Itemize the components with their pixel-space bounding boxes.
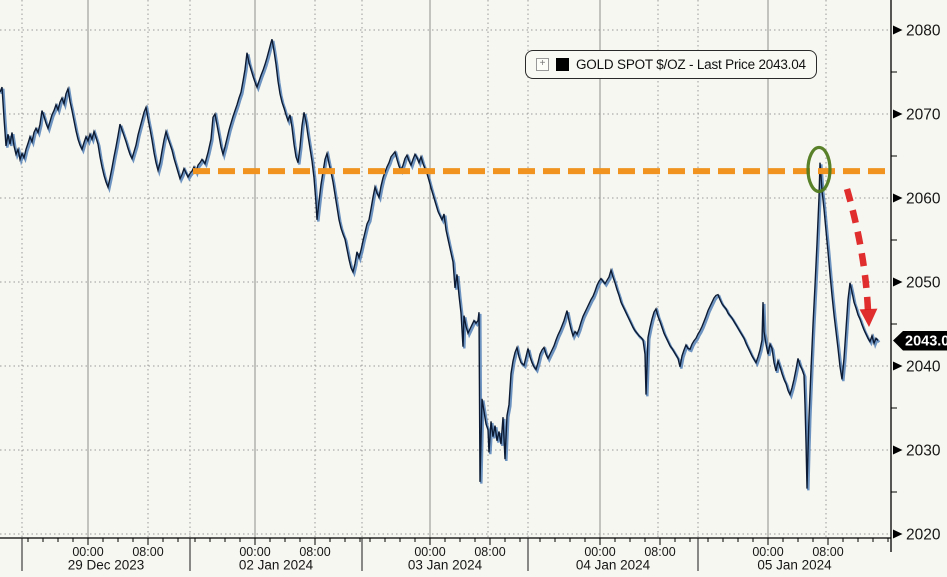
y-tick-arrow <box>893 25 903 35</box>
horizontal-gridlines <box>0 29 891 535</box>
legend-expand-icon[interactable]: + <box>536 58 549 71</box>
y-tick-label: 2070 <box>906 107 941 124</box>
x-date-label: 04 Jan 2024 <box>576 558 651 573</box>
y-tick-arrow <box>893 277 903 287</box>
y-axis: 2080 2070 2060 2050 2040 2030 2020 <box>890 0 941 552</box>
x-time-label: 08:00 <box>644 545 675 559</box>
y-tick-arrow <box>893 445 903 455</box>
x-time-label: 08:00 <box>132 545 163 559</box>
y-tick-arrow <box>893 193 903 203</box>
x-date-label: 03 Jan 2024 <box>408 558 483 573</box>
x-time-label: 00:00 <box>752 545 783 559</box>
vertical-gridlines <box>21 0 827 538</box>
legend-series-swatch <box>556 58 569 71</box>
x-date-label: 02 Jan 2024 <box>239 558 314 573</box>
x-date-label: 05 Jan 2024 <box>757 558 832 573</box>
legend-series-label: GOLD SPOT $/OZ - Last Price 2043.04 <box>576 57 806 72</box>
y-tick-label: 2020 <box>906 527 941 544</box>
price-series <box>0 39 881 491</box>
x-time-label: 08:00 <box>812 545 843 559</box>
x-date-label: 29 Dec 2023 <box>68 558 145 573</box>
x-time-label: 00:00 <box>414 545 445 559</box>
spike-high-ellipse-annotation <box>806 145 832 194</box>
arrow-head <box>859 308 878 327</box>
x-time-label: 08:00 <box>299 545 330 559</box>
y-tick-label: 2030 <box>906 443 941 460</box>
last-price-tag: 2043.04 <box>893 330 947 351</box>
y-tick-arrow <box>893 109 903 119</box>
y-tick-label: 2080 <box>906 23 941 40</box>
legend-box[interactable]: + GOLD SPOT $/OZ - Last Price 2043.04 <box>525 50 817 79</box>
x-time-label: 00:00 <box>584 545 615 559</box>
x-time-label: 00:00 <box>72 545 103 559</box>
x-time-label: 08:00 <box>474 545 505 559</box>
y-tick-label: 2060 <box>906 191 941 208</box>
last-price-value: 2043.04 <box>905 333 947 349</box>
y-tick-label: 2040 <box>906 359 941 376</box>
x-time-label: 00:00 <box>239 545 270 559</box>
y-tick-arrow <box>893 529 903 539</box>
y-tick-label: 2050 <box>906 275 941 292</box>
y-tick-arrow <box>893 361 903 371</box>
downside-arrow-annotation <box>843 188 878 327</box>
